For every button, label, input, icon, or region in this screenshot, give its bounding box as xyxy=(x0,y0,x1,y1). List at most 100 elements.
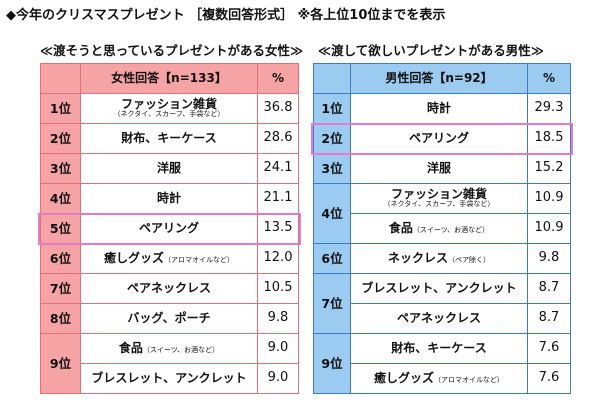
item-cell: 時計 xyxy=(80,183,258,214)
item-name: 食品 xyxy=(388,220,413,235)
item-name: ブレスレット、アンクレット xyxy=(361,280,517,295)
percent-cell: 10.9 xyxy=(527,183,571,214)
rank-cell: 3位 xyxy=(40,153,81,184)
item-cell: ファッション雑貨 （ネクタイ、スカーフ、手袋など） xyxy=(350,183,528,214)
percent-header: % xyxy=(527,63,571,94)
table-row: 3位 洋服 15.2 xyxy=(313,153,571,184)
rank-cell: 1位 xyxy=(313,93,351,124)
item-cell: 食品（スイーツ、お酒など） xyxy=(80,333,258,364)
percent-cell: 9.0 xyxy=(257,363,299,394)
female-ranking-table: 女性回答【n=133】% 1位 ファッション雑貨 （ネクタイ、スカーフ、手袋など） 36… xyxy=(40,63,299,394)
rank-cell: 1位 xyxy=(40,93,81,124)
percent-cell: 9.8 xyxy=(257,303,299,334)
percent-cell: 8.7 xyxy=(527,273,571,304)
rank-cell: 9位 xyxy=(40,333,81,394)
item-cell: ペアリング xyxy=(350,123,528,154)
item-name: 時計 xyxy=(426,100,451,115)
rank-cell: 2位 xyxy=(313,123,351,154)
table-row: ペアネックレス 8.7 xyxy=(314,303,571,334)
table-row: 4位 ファッション雑貨 （ネクタイ、スカーフ、手袋など） 10.9 xyxy=(313,183,571,244)
item-name: ペアネックレス xyxy=(126,280,211,295)
item-name: 財布、キーケース xyxy=(121,130,217,145)
percent-header: % xyxy=(257,63,299,94)
item-name: ブレスレット、アンクレット xyxy=(91,370,247,385)
table-row: 3位 洋服 24.1 xyxy=(40,153,299,184)
rank-header xyxy=(40,63,81,94)
item-cell: ファッション雑貨 （ネクタイ、スカーフ、手袋など） xyxy=(80,93,258,124)
item-name: 洋服 xyxy=(156,160,181,175)
item-name: ペアリング xyxy=(138,220,199,235)
item-cell: ペアリング xyxy=(80,213,258,244)
item-cell: ブレスレット、アンクレット xyxy=(350,273,528,304)
percent-cell: 28.6 xyxy=(257,123,299,154)
table-row: 9位 食品（スイーツ、お酒など） 9.0 xyxy=(40,333,299,394)
rank-cell: 9位 xyxy=(313,333,351,394)
item-cell: 洋服 xyxy=(80,153,258,184)
table-row: 7位 ペアネックレス 10.5 xyxy=(40,273,299,304)
item-name: ペアリング xyxy=(408,130,469,145)
table-row: 2位 ペアリング 18.5 xyxy=(313,123,571,154)
respondents-header: 女性回答【n=133】 xyxy=(80,63,258,94)
table-row: 6位 癒しグッズ（アロマオイルなど） 12.0 xyxy=(40,243,299,274)
rank-header xyxy=(313,63,351,94)
rank-cell: 4位 xyxy=(313,183,351,244)
item-name: ファッション雑貨 xyxy=(120,97,217,112)
item-cell: 時計 xyxy=(350,93,528,124)
item-note: （ペア除く） xyxy=(448,255,490,264)
table-row: 2位 財布、キーケース 28.6 xyxy=(40,123,299,154)
percent-cell: 24.1 xyxy=(257,153,299,184)
percent-cell: 9.8 xyxy=(527,243,571,274)
item-name: 癒しグッズ xyxy=(103,250,164,265)
table-header-row: 男性回答【n=92】% xyxy=(313,63,571,94)
table-row: 1位 時計 29.3 xyxy=(313,93,571,124)
percent-cell: 36.8 xyxy=(257,93,299,124)
item-name: ネックレス xyxy=(387,250,448,265)
item-name: ファッション雑貨 xyxy=(390,187,487,202)
male-subtitle: ≪渡して欲しいプレゼントがある男性≫ xyxy=(318,43,544,58)
table-row: 4位 時計 21.1 xyxy=(40,183,299,214)
rank-cell: 8位 xyxy=(40,303,81,334)
table-row: 6位 ネックレス（ペア除く） 9.8 xyxy=(313,243,571,274)
table-row: 1位 ファッション雑貨 （ネクタイ、スカーフ、手袋など） 36.8 xyxy=(40,93,299,124)
percent-cell: 7.6 xyxy=(527,333,571,364)
respondents-header: 男性回答【n=92】 xyxy=(350,63,528,94)
table-header-row: 女性回答【n=133】% xyxy=(40,63,299,94)
rank-cell: 2位 xyxy=(40,123,81,154)
item-cell: バッグ、ポーチ xyxy=(80,303,258,334)
table-row: 7位 ブレスレット、アンクレット 8.7 xyxy=(313,273,571,334)
item-name: 時計 xyxy=(156,190,181,205)
table-row: 癒しグッズ（アロマオイルなど） 7.6 xyxy=(314,363,571,394)
percent-cell: 29.3 xyxy=(527,93,571,124)
item-cell: ブレスレット、アンクレット xyxy=(80,363,258,394)
item-cell: ネックレス（ペア除く） xyxy=(350,243,528,274)
percent-cell: 9.0 xyxy=(257,333,299,364)
item-note: （スイーツ、お酒など） xyxy=(412,225,490,234)
female-subtitle: ≪渡そうと思っているプレゼントがある女性≫ xyxy=(40,43,304,58)
rank-cell: 7位 xyxy=(40,273,81,304)
male-ranking-table: 男性回答【n=92】% 1位 時計 29.3 2位 ペアリング 18.5 3位 洋服 15.2 4位… xyxy=(313,63,571,394)
item-name: 洋服 xyxy=(426,160,451,175)
percent-cell: 7.6 xyxy=(527,363,571,394)
rank-cell: 6位 xyxy=(40,243,81,274)
item-cell: 食品（スイーツ、お酒など） xyxy=(350,213,528,244)
item-note: （アロマオイルなど） xyxy=(434,375,504,384)
percent-cell: 18.5 xyxy=(527,123,571,154)
item-note: （アロマオイルなど） xyxy=(164,255,234,264)
item-cell: 財布、キーケース xyxy=(80,123,258,154)
rank-cell: 3位 xyxy=(313,153,351,184)
table-row: 5位 ペアリング 13.5 xyxy=(40,213,299,244)
percent-cell: 10.9 xyxy=(527,213,571,244)
percent-cell: 13.5 xyxy=(257,213,299,244)
item-cell: 癒しグッズ（アロマオイルなど） xyxy=(350,363,528,394)
item-cell: ペアネックレス xyxy=(80,273,258,304)
percent-cell: 10.5 xyxy=(257,273,299,304)
percent-cell: 15.2 xyxy=(527,153,571,184)
item-note: （ネクタイ、スカーフ、手袋など） xyxy=(113,110,225,119)
table-row: 9位 財布、キーケース 7.6 xyxy=(313,333,571,394)
percent-cell: 8.7 xyxy=(527,303,571,334)
item-name: バッグ、ポーチ xyxy=(127,310,211,325)
table-row: 食品（スイーツ、お酒など） 10.9 xyxy=(314,213,571,244)
item-note: （スイーツ、お酒など） xyxy=(142,345,220,354)
item-name: 食品 xyxy=(118,340,143,355)
item-cell: 財布、キーケース xyxy=(350,333,528,364)
